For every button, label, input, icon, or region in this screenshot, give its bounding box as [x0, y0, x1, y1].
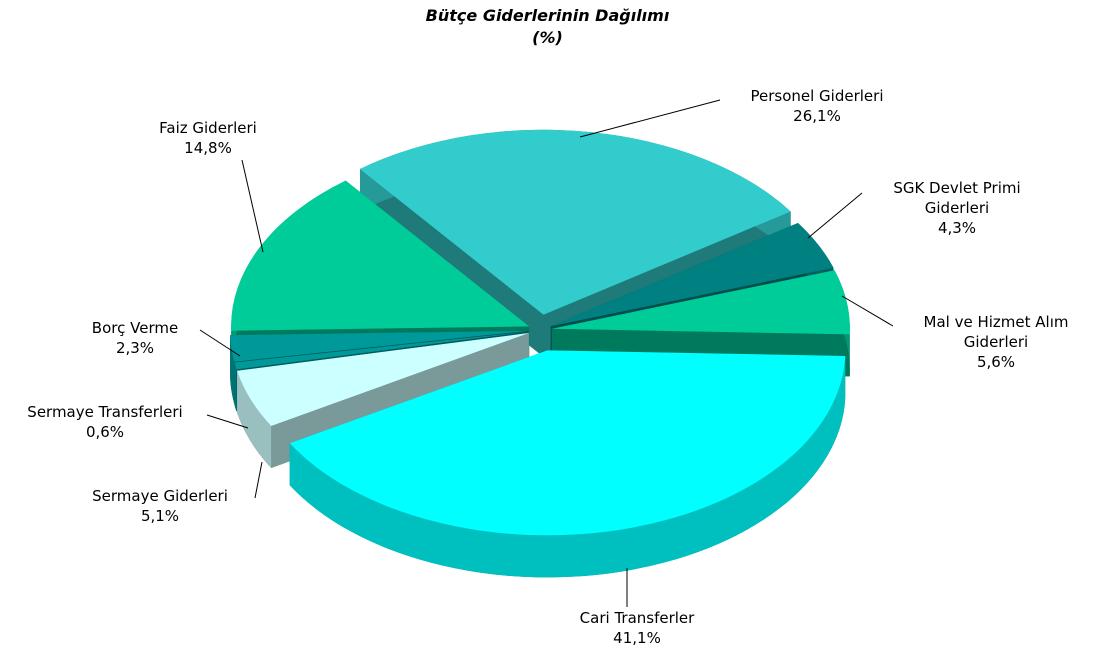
label-value: 2,3%: [115, 339, 155, 357]
label-name: Faiz Giderleri: [159, 119, 257, 137]
data-label: Borç Verme 2,3%: [60, 318, 210, 358]
leader-line: [254, 461, 263, 499]
slice: [237, 333, 529, 426]
slice: [230, 330, 529, 362]
leader-line: [199, 329, 241, 357]
leader-line: [841, 295, 894, 327]
slice-rim: [289, 355, 846, 578]
leader-line: [807, 192, 863, 239]
chart-subtitle: (%): [532, 28, 563, 47]
label-value: 14,8%: [184, 139, 232, 157]
data-label: Personel Giderleri 26,1%: [717, 86, 917, 126]
data-label: Faiz Giderleri 14,8%: [133, 118, 283, 158]
slice-rim: [234, 362, 237, 412]
slice: [359, 129, 791, 315]
slice-rim: [237, 370, 272, 468]
leader-line: [579, 99, 721, 138]
label-value: 0,6%: [85, 423, 125, 441]
label-value: 5,6%: [976, 353, 1016, 371]
slice: [550, 222, 834, 327]
slice-tops: [230, 129, 850, 536]
label-value: 4,3%: [937, 219, 977, 237]
label-name: Sermaye Transferleri: [27, 403, 183, 421]
data-label: Sermaye Giderleri 5,1%: [60, 486, 260, 526]
label-value: 5,1%: [140, 507, 180, 525]
data-label: Cari Transferler 41,1%: [537, 608, 737, 648]
chart-title: Bütçe Giderlerinin Dağılımı: [425, 6, 670, 25]
slice-rim: [230, 335, 235, 404]
slice: [551, 270, 850, 335]
label-value: 26,1%: [793, 107, 841, 125]
slice: [231, 180, 530, 331]
leader-line: [241, 159, 264, 253]
data-label: Sermaye Transferleri 0,6%: [0, 402, 210, 442]
data-label: Mal ve Hizmet Alım Giderleri 5,6%: [901, 312, 1091, 372]
leader-line: [206, 414, 249, 429]
label-name: SGK Devlet Primi Giderleri: [893, 179, 1021, 217]
label-value: 41,1%: [613, 629, 661, 647]
label-name: Borç Verme: [91, 319, 179, 337]
label-name: Cari Transferler: [579, 609, 695, 627]
data-label: SGK Devlet Primi Giderleri 4,3%: [882, 178, 1032, 238]
label-name: Personel Giderleri: [750, 87, 884, 105]
label-name: Mal ve Hizmet Alım Giderleri: [923, 313, 1069, 351]
slice: [234, 331, 529, 370]
slice: [289, 350, 846, 536]
label-name: Sermaye Giderleri: [92, 487, 228, 505]
